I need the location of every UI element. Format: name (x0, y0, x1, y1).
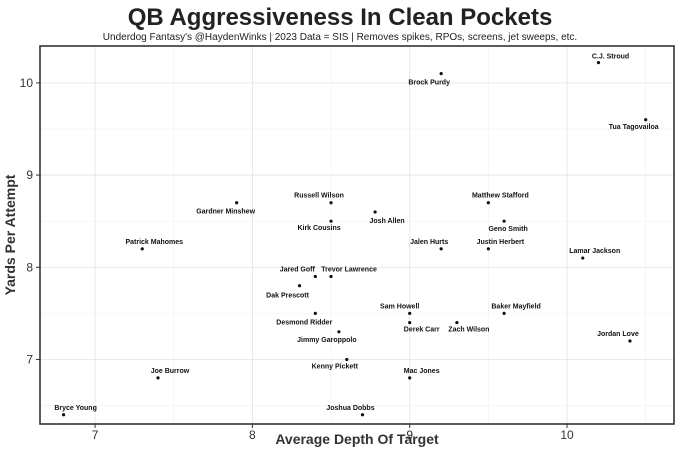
point-label: Tua Tagovailoa (609, 124, 659, 131)
point-label: Dak Prescott (266, 293, 309, 300)
point-label: Kirk Cousins (297, 225, 340, 232)
point-label: Jared Goff (280, 266, 316, 273)
point-label: Joshua Dobbs (326, 405, 374, 412)
point-label: Justin Herbert (477, 239, 525, 246)
point-label: Russell Wilson (294, 193, 344, 200)
data-point (313, 274, 317, 279)
point-label: Mac Jones (404, 368, 440, 375)
point-label: Josh Allen (370, 218, 405, 225)
data-points: C.J. Stroud Brock Purdy Tua Tagovailoa Gard… (54, 54, 659, 417)
y-tick-label: 10 (20, 76, 34, 90)
y-tick-label: 9 (26, 168, 33, 182)
data-point (408, 320, 412, 325)
chart-title: QB Aggressiveness In Clean Pockets (128, 4, 553, 31)
data-point (61, 413, 66, 417)
grid-lines (40, 46, 674, 424)
x-axis-title: Average Depth Of Target (275, 431, 439, 447)
point-label: Jimmy Garoppolo (297, 337, 357, 344)
x-tick-label: 7 (92, 428, 99, 442)
point-label: Bryce Young (54, 405, 97, 412)
chart-subtitle: Underdog Fantasy's @HaydenWinks | 2023 D… (103, 32, 577, 43)
data-point (644, 118, 648, 122)
point-label: Zach Wilson (448, 327, 489, 334)
data-point (360, 413, 365, 417)
y-tick-label: 8 (26, 260, 33, 274)
point-label: Trevor Lawrence (321, 266, 377, 273)
data-point (313, 311, 317, 315)
data-point (408, 376, 412, 380)
point-label: Desmond Ridder (276, 319, 332, 326)
data-point (345, 357, 349, 362)
data-point (408, 311, 412, 315)
point-label: Jordan Love (597, 331, 639, 338)
point-label: Joe Burrow (151, 368, 190, 375)
point-label: Baker Mayfield (491, 303, 540, 310)
x-tick-label: 9 (406, 428, 413, 442)
point-label: Geno Smith (488, 226, 527, 233)
plot-panel-border (39, 45, 675, 425)
data-point (235, 201, 239, 205)
point-label: Sam Howell (380, 303, 419, 310)
data-point (502, 311, 506, 315)
data-point (337, 330, 341, 334)
data-point (628, 339, 632, 343)
x-tick-label: 10 (560, 428, 574, 442)
data-point (502, 219, 506, 223)
point-label: Derek Carr (404, 327, 440, 334)
data-point (329, 219, 333, 223)
axis-ticks: 7 8 9 10 7 8 9 10 (20, 76, 574, 442)
data-point (156, 376, 160, 380)
point-label: C.J. Stroud (592, 54, 629, 61)
data-point (329, 201, 333, 205)
point-label: Brock Purdy (408, 80, 450, 87)
point-label: Jalen Hurts (410, 239, 448, 246)
data-point (439, 247, 443, 251)
data-point (329, 274, 333, 279)
data-point (297, 284, 302, 288)
data-point (373, 210, 377, 214)
data-point (140, 247, 144, 251)
point-label: Gardner Minshew (196, 209, 255, 216)
data-point (486, 247, 490, 251)
data-point (596, 60, 601, 65)
point-label: Lamar Jackson (569, 248, 620, 255)
data-point (455, 320, 459, 325)
data-point (439, 72, 443, 76)
data-point (581, 256, 585, 260)
y-tick-label: 7 (26, 352, 33, 366)
point-label: Matthew Stafford (472, 193, 529, 200)
point-label: Patrick Mahomes (125, 239, 183, 246)
data-point (486, 201, 490, 205)
y-axis-title: Yards Per Attempt (2, 174, 18, 295)
point-label: Kenny Pickett (312, 363, 359, 370)
x-tick-label: 8 (249, 428, 256, 442)
